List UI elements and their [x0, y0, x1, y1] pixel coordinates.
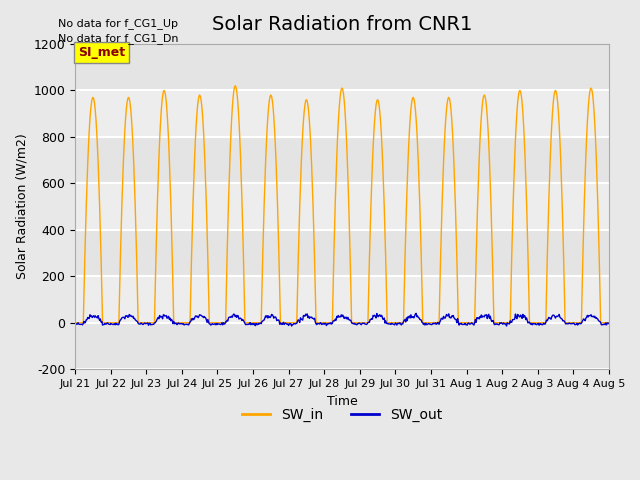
Bar [75, 44, 609, 90]
Bar [75, 137, 609, 183]
Bar [75, 230, 609, 276]
X-axis label: Time: Time [326, 395, 357, 408]
Legend: SW_in, SW_out: SW_in, SW_out [236, 402, 447, 427]
Y-axis label: Solar Radiation (W/m2): Solar Radiation (W/m2) [15, 134, 28, 279]
Bar [75, 183, 609, 230]
Text: No data for f_CG1_Up: No data for f_CG1_Up [58, 18, 178, 29]
Bar [75, 323, 609, 369]
Text: SI_met: SI_met [78, 46, 125, 59]
Text: No data for f_CG1_Dn: No data for f_CG1_Dn [58, 33, 178, 44]
Title: Solar Radiation from CNR1: Solar Radiation from CNR1 [212, 15, 472, 34]
Bar [75, 90, 609, 137]
Bar [75, 276, 609, 323]
